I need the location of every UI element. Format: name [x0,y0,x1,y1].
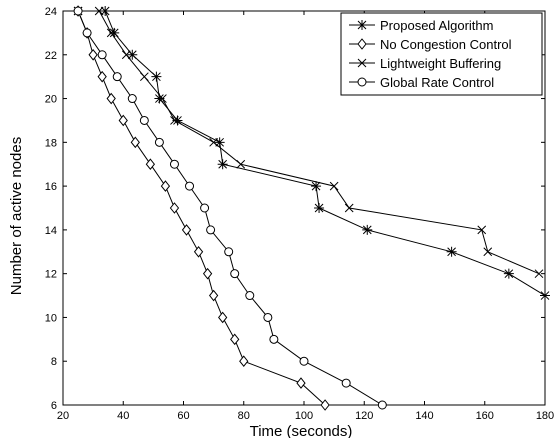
y-tick-label: 18 [45,137,57,149]
circle-marker [112,72,122,82]
circle-marker [185,181,195,191]
asterisk-marker [127,49,138,60]
asterisk-marker [154,93,165,104]
x-tick-label: 40 [117,410,129,422]
circle-marker [357,77,367,87]
circle-marker [341,378,351,388]
circle-marker [245,291,255,301]
x-tick-label: 160 [476,410,494,422]
legend-box [340,12,543,96]
y-tick-label: 12 [45,269,57,281]
y-tick-label: 8 [51,356,57,368]
circle-marker [263,312,273,322]
x-marker [121,50,131,60]
circle-marker [299,356,309,366]
y-tick-label: 6 [51,400,57,412]
x-marker [477,225,487,235]
x-marker [329,181,339,191]
x-marker [344,203,354,213]
diamond-marker [296,377,306,389]
circle-marker [73,6,83,16]
legend-label: No Congestion Control [380,37,512,52]
circle-marker [169,159,179,169]
x-tick-label: 100 [295,410,313,422]
circle-marker [224,247,234,257]
x-marker [209,137,218,147]
asterisk-marker [109,27,120,38]
x-marker [357,58,367,68]
y-tick-label: 20 [45,94,57,106]
x-tick-label: 20 [57,410,69,422]
asterisk-marker [357,20,367,30]
circle-marker [154,137,164,147]
asterisk-marker [100,6,111,16]
diamond-marker [202,267,213,280]
x-axis-title: Time (seconds) [250,423,353,438]
y-tick-label: 14 [45,225,57,237]
legend: Proposed Algorithm No Congestion Control L… [340,12,543,96]
x-marker [139,72,149,82]
plot-area: 20 40 60 80 100 120 140 160 180 6 8 10 12 14 16 18 20 22 2… [45,5,554,422]
diamond-marker [106,92,116,105]
asterisk-marker [217,159,228,170]
series-line [78,10,540,275]
diamond-marker [208,289,219,302]
y-tick-label: 16 [45,181,57,193]
x-marker [534,269,544,279]
y-tick-label: 10 [45,312,57,324]
y-tick-label: 22 [45,50,57,62]
diamond-marker [239,355,249,368]
asterisk-marker [362,224,373,235]
x-marker [483,247,493,257]
circle-marker [230,269,240,279]
diamond-marker [97,70,107,83]
y-tick-label: 24 [45,6,57,18]
asterisk-marker [540,290,550,301]
diamond-marker [169,202,180,214]
diamond-marker [118,114,128,127]
legend-label: Global Rate Control [380,75,494,90]
asterisk-marker [214,137,225,148]
circle-marker [269,334,279,344]
circle-marker [127,94,137,104]
asterisk-marker [311,181,322,192]
x-marker [106,28,116,38]
diamond-marker [218,311,228,324]
legend-label: Proposed Algorithm [380,18,493,33]
diamond-marker [357,38,367,50]
diamond-marker [145,158,156,171]
asterisk-marker [172,115,183,126]
asterisk-marker [151,71,162,82]
x-marker [170,116,179,125]
x-marker [236,159,246,169]
circle-marker [97,50,107,60]
x-tick-label: 180 [536,410,554,422]
asterisk-marker [314,203,325,213]
circle-marker [82,28,92,38]
x-tick-label: 140 [415,410,433,422]
asterisk-marker [446,246,457,257]
y-axis-title: Number of active nodes [8,137,25,295]
x-marker [158,94,167,103]
diamond-marker [130,136,140,149]
circle-marker [200,203,210,213]
circle-marker [206,225,216,235]
circle-marker [139,115,149,125]
circle-marker [377,400,387,410]
legend-label: Lightweight Buffering [380,56,501,71]
x-tick-label: 80 [238,410,250,422]
diamond-marker [230,333,240,346]
diamond-marker [88,48,98,61]
asterisk-marker [503,268,514,279]
diamond-marker [193,245,204,258]
x-marker [94,6,104,16]
x-tick-label: 120 [355,410,373,422]
diamond-marker [320,399,330,411]
diamond-marker [160,180,171,192]
x-tick-label: 60 [177,410,189,422]
series-line [77,10,383,406]
diamond-marker [181,224,192,236]
